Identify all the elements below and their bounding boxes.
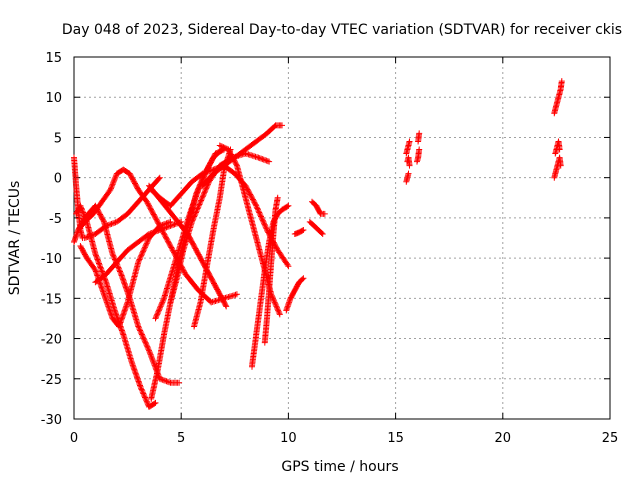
data-point-markers	[551, 154, 564, 181]
grid-lines	[74, 57, 610, 419]
y-tick-label: -30	[41, 413, 62, 428]
data-point-markers	[404, 154, 413, 169]
data-point-markers	[551, 78, 565, 117]
data-point-markers	[92, 218, 185, 286]
data-point-markers	[306, 218, 326, 237]
y-tick-label: -25	[41, 373, 62, 388]
series-arc-16	[249, 202, 292, 370]
series-arc-22	[403, 138, 413, 157]
series-arc-12	[167, 146, 225, 306]
data-point-markers	[309, 198, 328, 217]
series-arc-18	[283, 275, 307, 314]
x-tick-label: 15	[387, 431, 404, 446]
data-point-markers	[81, 174, 163, 241]
data-point-markers	[552, 138, 563, 157]
series-arc-21	[309, 198, 328, 217]
data-point-markers	[167, 146, 225, 306]
data-point-markers	[249, 202, 292, 370]
data-point-markers	[261, 194, 281, 346]
data-point-markers	[403, 170, 412, 185]
axis-ticks	[73, 56, 611, 420]
series-arc-19	[291, 227, 307, 237]
y-tick-label: 0	[54, 172, 62, 187]
y-tick-label: -10	[41, 252, 62, 267]
series-arc-26	[415, 130, 423, 145]
data-point-markers	[291, 227, 307, 237]
y-tick-label: -5	[49, 212, 62, 227]
series-arc-27	[551, 78, 565, 117]
x-tick-label: 20	[495, 431, 512, 446]
series-arc-20	[306, 218, 326, 237]
data-point-markers	[403, 138, 413, 157]
x-tick-label: 25	[602, 431, 619, 446]
data-point-markers	[414, 146, 423, 165]
series-arc-17	[261, 194, 281, 346]
data-point-markers	[415, 130, 423, 145]
series-arc-29	[551, 154, 564, 181]
y-tick-label: 10	[45, 91, 62, 106]
y-tick-label: 15	[45, 51, 62, 66]
data-point-markers	[283, 275, 307, 314]
x-axis-label: GPS time / hours	[281, 459, 398, 475]
y-axis-label: SDTVAR / TECUs	[7, 181, 23, 296]
y-tick-label: 5	[54, 131, 62, 146]
y-tick-labels: -30 -25 -20 -15 -10 -5 0 5 10 15	[41, 51, 62, 428]
x-tick-labels: 0 5 10 15 20 25	[70, 431, 618, 446]
series-arc-6	[81, 174, 163, 241]
x-tick-label: 5	[177, 431, 185, 446]
series-arc-24	[404, 154, 413, 169]
series-arc-23	[403, 170, 412, 185]
y-tick-label: -15	[41, 292, 62, 307]
series-arc-7	[92, 218, 185, 286]
data-points	[71, 78, 565, 410]
x-tick-label: 0	[70, 431, 78, 446]
chart-title: Day 048 of 2023, Sidereal Day-to-day VTE…	[62, 22, 622, 38]
series-arc-28	[552, 138, 563, 157]
y-tick-label: -20	[41, 333, 62, 348]
x-tick-label: 10	[280, 431, 297, 446]
series-arc-25	[414, 146, 423, 165]
